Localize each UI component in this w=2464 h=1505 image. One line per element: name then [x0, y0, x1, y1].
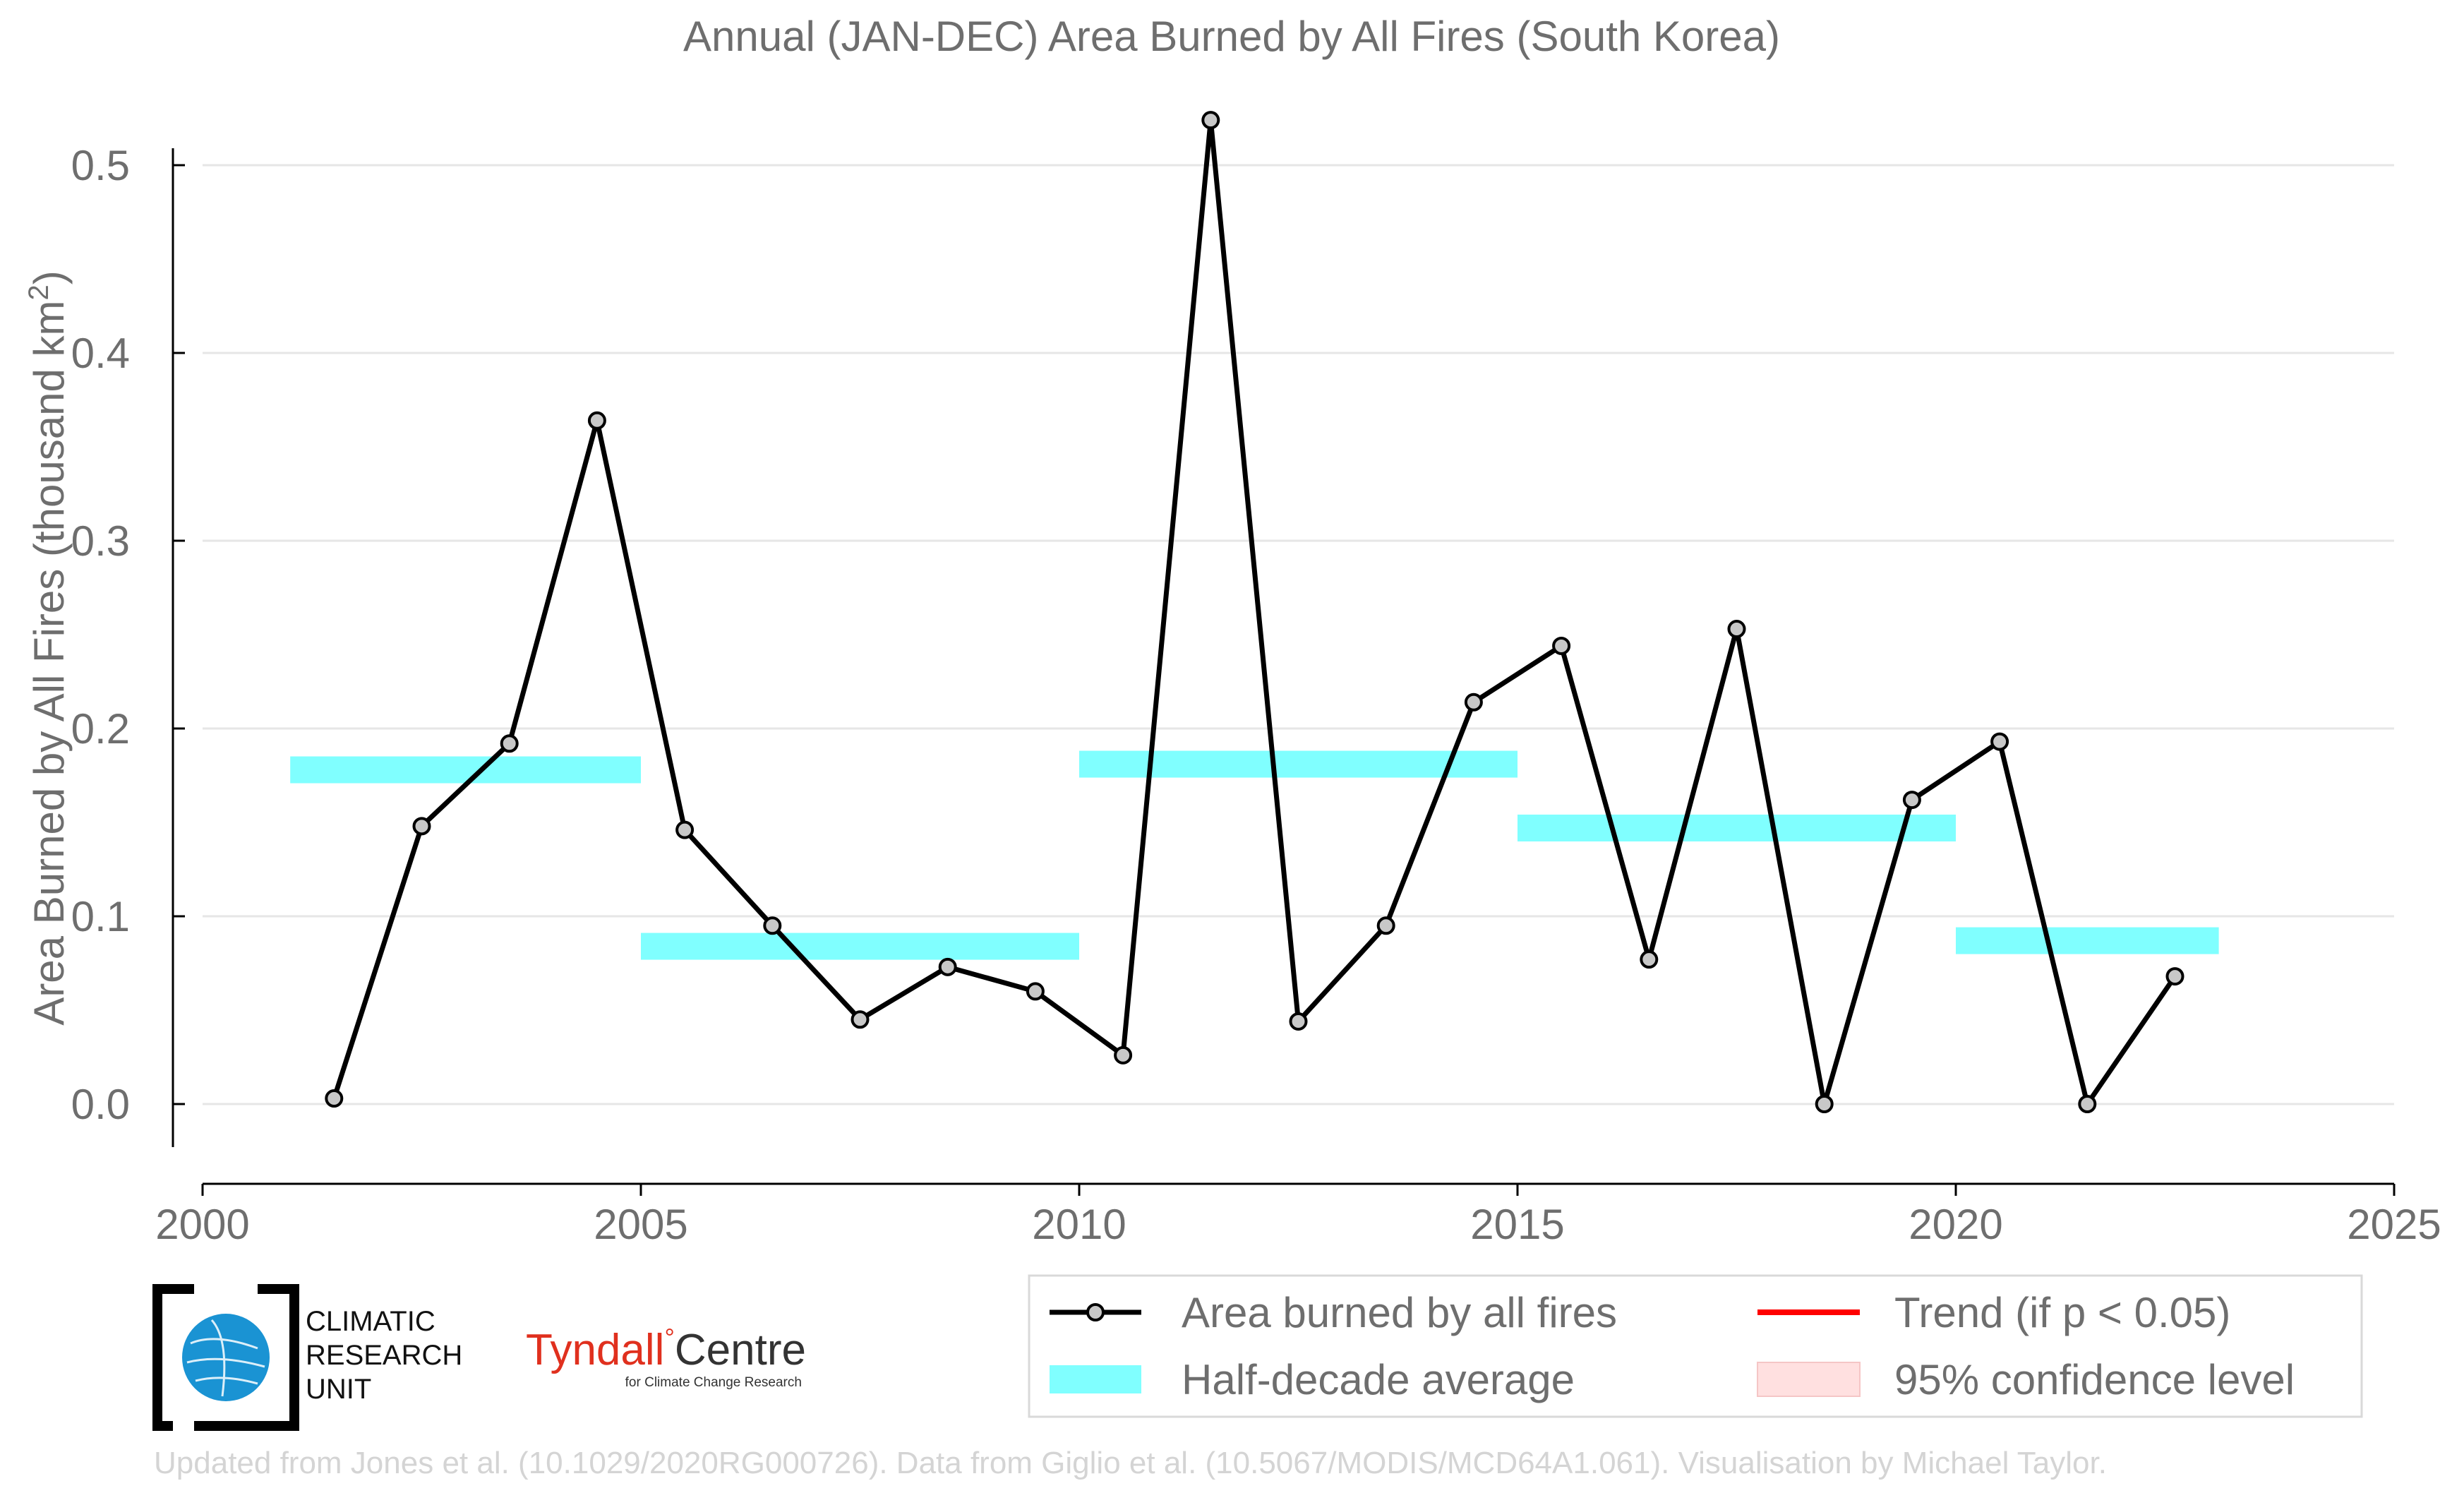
y-axis-label: Area Burned by All Fires (thousand km2) — [23, 270, 73, 1025]
data-point — [938, 957, 957, 976]
series-markers — [325, 111, 2184, 1113]
data-point — [1815, 1095, 1834, 1113]
cru-globe-icon — [152, 1284, 299, 1431]
data-point — [1902, 791, 1921, 810]
data-point — [1990, 732, 2009, 751]
chart-title: Annual (JAN-DEC) Area Burned by All Fire… — [683, 13, 1780, 60]
legend-label-trend: Trend (if p < 0.05) — [1894, 1289, 2230, 1336]
y-tick-label: 0.3 — [71, 517, 130, 565]
data-point — [2078, 1095, 2097, 1113]
cru-line-1: CLIMATIC — [306, 1306, 435, 1337]
data-point — [1201, 111, 1220, 130]
data-point — [1552, 636, 1571, 655]
y-tick-label: 0.2 — [71, 705, 130, 752]
legend-frame — [1028, 1274, 2363, 1418]
half-decade-band — [1956, 927, 2219, 954]
data-point — [763, 916, 782, 935]
data-point — [1464, 692, 1483, 712]
tyndall-tagline: for Climate Change Research — [625, 1375, 802, 1390]
data-point — [1640, 950, 1659, 969]
y-tick-label: 0.1 — [71, 893, 130, 940]
x-tick-label: 2010 — [1032, 1201, 1126, 1248]
attribution-footer: Updated from Jones et al. (10.1029/2020R… — [154, 1446, 2107, 1480]
cru-wordmark: CLIMATIC RESEARCH UNIT — [306, 1305, 462, 1406]
half-decade-band — [290, 756, 641, 784]
data-point — [1727, 620, 1746, 639]
legend-label-ci: 95% confidence level — [1894, 1356, 2295, 1403]
data-point — [587, 411, 606, 430]
cru-line-2: RESEARCH — [306, 1340, 463, 1371]
x-tick-label: 2020 — [1909, 1201, 2002, 1248]
legend-label-band: Half-decade average — [1182, 1356, 1575, 1403]
cru-line-3: UNIT — [306, 1374, 372, 1405]
half-decade-bands — [290, 750, 2219, 960]
legend-marker-swatch — [1086, 1303, 1105, 1321]
y-tick-label: 0.5 — [71, 142, 130, 189]
x-tick-label: 2015 — [1470, 1201, 1564, 1248]
x-tick-label: 2005 — [594, 1201, 687, 1248]
tyndall-logo: Tyndall°Centre for Climate Change Resear… — [526, 1314, 806, 1391]
y-tick-label: 0.4 — [71, 330, 130, 377]
series-line — [331, 117, 2177, 1107]
x-ticks: 2000 2005 2010 2015 2020 2025 — [155, 1184, 2441, 1248]
legend-ci-swatch — [1757, 1362, 1861, 1397]
y-axis-label-sup: 2 — [23, 284, 54, 300]
x-tick-label: 2025 — [2347, 1201, 2441, 1248]
data-point — [412, 817, 431, 836]
data-point — [1114, 1045, 1133, 1065]
data-point — [851, 1010, 870, 1029]
x-tick-label: 2000 — [155, 1201, 249, 1248]
data-point — [1289, 1012, 1308, 1031]
data-point — [2165, 967, 2184, 986]
data-point — [325, 1089, 344, 1108]
data-point — [1376, 916, 1395, 935]
tyndall-wordmark: Tyndall°Centre — [526, 1314, 806, 1374]
half-decade-band — [1518, 814, 1956, 841]
data-point — [1026, 982, 1045, 1001]
cru-logo: CLIMATIC RESEARCH UNIT — [152, 1283, 483, 1435]
data-point — [500, 734, 519, 753]
half-decade-band — [641, 933, 1079, 960]
y-tick-label: 0.0 — [71, 1081, 130, 1128]
tyndall-word-1: Tyndall — [526, 1326, 665, 1374]
legend-band-swatch — [1050, 1365, 1141, 1393]
legend-label-series: Area burned by all fires — [1182, 1289, 1617, 1336]
legend: Area burned by all fires Half-decade ave… — [1028, 1274, 2363, 1418]
grid-lines — [203, 164, 2394, 1105]
y-ticks: 0.0 0.1 0.2 0.3 0.4 0.5 — [71, 142, 185, 1128]
y-axis-label-main: Area Burned by All Fires (thousand km — [25, 301, 73, 1026]
tyndall-degree: ° — [664, 1323, 675, 1352]
data-point — [675, 820, 695, 839]
tyndall-word-2: Centre — [674, 1326, 806, 1374]
y-axis-label-end: ) — [25, 270, 73, 284]
